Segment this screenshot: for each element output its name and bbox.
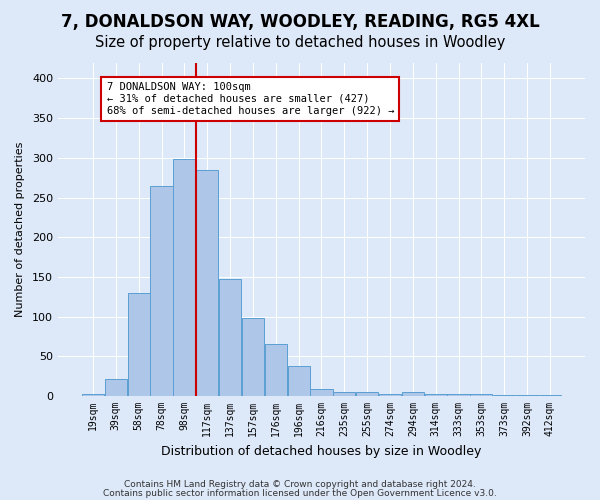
Bar xyxy=(242,318,264,396)
Bar xyxy=(173,158,196,396)
Text: 7 DONALDSON WAY: 100sqm
← 31% of detached houses are smaller (427)
68% of semi-d: 7 DONALDSON WAY: 100sqm ← 31% of detache… xyxy=(107,82,394,116)
X-axis label: Distribution of detached houses by size in Woodley: Distribution of detached houses by size … xyxy=(161,444,482,458)
Text: 7, DONALDSON WAY, WOODLEY, READING, RG5 4XL: 7, DONALDSON WAY, WOODLEY, READING, RG5 … xyxy=(61,12,539,30)
Bar xyxy=(379,394,401,396)
Text: Size of property relative to detached houses in Woodley: Size of property relative to detached ho… xyxy=(95,35,505,50)
Bar xyxy=(128,293,150,396)
Text: Contains HM Land Registry data © Crown copyright and database right 2024.: Contains HM Land Registry data © Crown c… xyxy=(124,480,476,489)
Bar xyxy=(105,380,127,396)
Bar xyxy=(196,170,218,396)
Bar xyxy=(448,394,470,396)
Bar xyxy=(470,394,493,396)
Bar xyxy=(356,392,378,396)
Bar xyxy=(310,389,332,396)
Bar xyxy=(402,392,424,396)
Bar xyxy=(151,186,173,396)
Bar xyxy=(265,344,287,396)
Y-axis label: Number of detached properties: Number of detached properties xyxy=(15,142,25,317)
Bar xyxy=(287,366,310,396)
Bar xyxy=(219,280,241,396)
Bar xyxy=(82,394,104,396)
Bar xyxy=(425,394,447,396)
Text: Contains public sector information licensed under the Open Government Licence v3: Contains public sector information licen… xyxy=(103,489,497,498)
Bar xyxy=(333,392,355,396)
